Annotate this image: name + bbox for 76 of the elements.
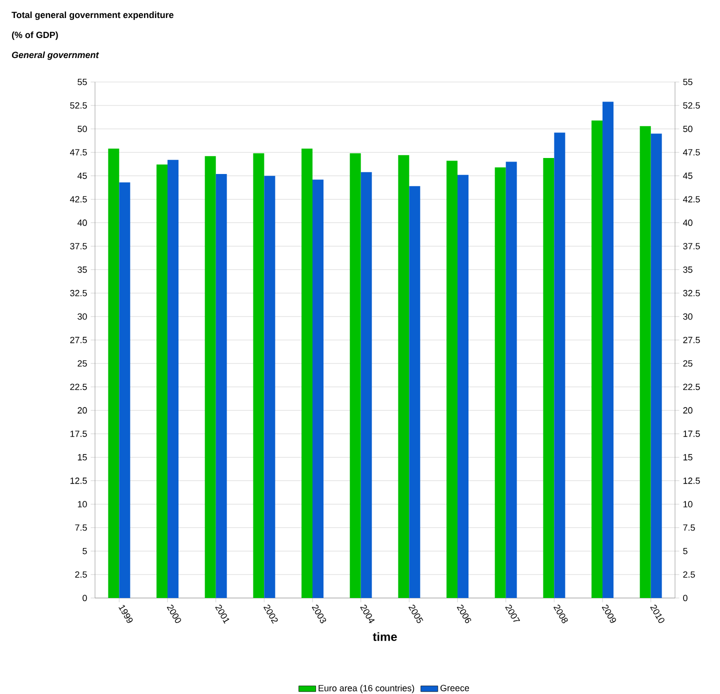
bar xyxy=(264,176,276,598)
bar xyxy=(302,148,313,598)
y-tick-label: 45 xyxy=(682,172,692,179)
y2-tick-label: 45 xyxy=(77,172,87,179)
legend-label: Euro area (16 countries) xyxy=(318,684,414,694)
y-tick-label: 2.5 xyxy=(683,571,695,578)
y-tick-label: 30 xyxy=(683,313,692,320)
bar xyxy=(350,153,361,598)
y-tick-label: 25 xyxy=(683,360,692,367)
y-tick-label: 12.5 xyxy=(683,478,700,484)
y-tick-label: 5 xyxy=(683,548,688,554)
y2-tick-label: 32.5 xyxy=(70,290,87,296)
bar xyxy=(409,186,420,598)
y2-tick-label: 12.5 xyxy=(70,478,87,484)
y-tick-label: 15 xyxy=(683,454,692,460)
bar xyxy=(506,162,517,598)
y2-tick-label: 50 xyxy=(78,126,87,132)
y-tick-label: 0 xyxy=(683,594,688,602)
y2-tick-label: 2.5 xyxy=(75,571,87,578)
y2-tick-label: 55 xyxy=(78,78,87,86)
y-tick-label: 42.5 xyxy=(682,196,700,202)
y2-tick-label: 5 xyxy=(82,548,87,554)
y-tick-label: 37.5 xyxy=(683,243,700,250)
y-tick-label: 55 xyxy=(683,78,692,86)
bar xyxy=(312,180,324,598)
text: General government xyxy=(12,52,100,60)
y2-tick-label: 52.5 xyxy=(70,102,87,109)
y2-tick-label: 17.5 xyxy=(70,430,87,437)
bar xyxy=(554,132,566,598)
bar xyxy=(204,156,216,598)
y2-tick-label: 7.5 xyxy=(75,524,87,531)
bar xyxy=(650,134,662,598)
bar xyxy=(602,102,614,598)
y2-tick-label: 15 xyxy=(78,454,87,460)
chart-subtitle: (% of GDP) xyxy=(12,32,58,40)
y2-tick-label: 37.5 xyxy=(70,243,87,250)
y-tick-label: 35 xyxy=(683,266,692,273)
y-tick-label: 10 xyxy=(683,501,692,508)
y2-tick-label: 47.5 xyxy=(70,149,87,156)
bar xyxy=(216,174,227,598)
chart-title: Total general government expenditure xyxy=(12,12,174,20)
bar xyxy=(398,155,410,598)
y2-tick-label: 0 xyxy=(82,594,87,602)
y-tick-label: 22.5 xyxy=(683,384,700,390)
bar xyxy=(360,172,372,598)
y2-tick-label: 20 xyxy=(78,407,87,414)
x-axis-title: time xyxy=(372,632,397,641)
y-tick-label: 7.5 xyxy=(683,524,695,531)
y-tick-label: 27.5 xyxy=(683,336,700,344)
y2-tick-label: 40 xyxy=(77,220,87,226)
y2-tick-label: 35 xyxy=(78,266,87,273)
y2-tick-label: 30 xyxy=(78,313,87,320)
y-tick-label: 20 xyxy=(683,407,692,414)
bar xyxy=(156,164,168,598)
bar xyxy=(592,120,603,598)
y-tick-label: 52.5 xyxy=(683,102,700,109)
y2-tick-label: 25 xyxy=(78,360,87,367)
bar xyxy=(543,158,554,598)
y-tick-label: 50 xyxy=(683,126,692,132)
bar xyxy=(494,167,506,598)
y-tick-label: 32.5 xyxy=(683,290,700,296)
y-tick-label: 47.5 xyxy=(682,149,700,156)
y2-tick-label: 27.5 xyxy=(70,336,87,344)
legend-label: Greece xyxy=(440,684,470,692)
bar xyxy=(253,153,264,598)
y2-tick-label: 22.5 xyxy=(70,384,87,390)
bar xyxy=(168,160,179,598)
bar xyxy=(446,160,458,598)
bar xyxy=(458,174,469,598)
y2-tick-label: 42.5 xyxy=(70,196,87,202)
y-tick-label: 17.5 xyxy=(683,430,700,437)
bar xyxy=(119,182,130,598)
y-tick-label: 40 xyxy=(682,220,692,226)
bar xyxy=(108,148,120,598)
y2-tick-label: 10 xyxy=(78,501,87,508)
bar xyxy=(640,126,651,598)
